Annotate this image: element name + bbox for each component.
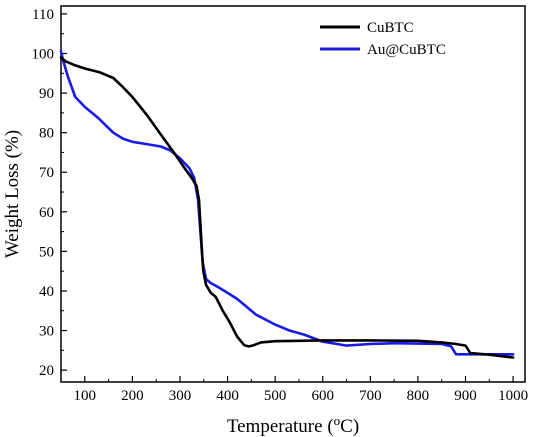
y-axis-label: Weight Loss (%) (2, 130, 23, 258)
x-tick-label: 700 (359, 388, 382, 404)
legend-label-au-cubtc: Au@CuBTC (367, 42, 446, 58)
x-tick-label: 300 (169, 388, 192, 404)
y-tick-label: 50 (39, 244, 54, 260)
x-tick-label: 1000 (498, 388, 528, 404)
legend: CuBTC Au@CuBTC (320, 20, 446, 58)
y-tick-label: 80 (39, 126, 54, 142)
y-tick-label: 100 (32, 46, 55, 62)
y-tick-label: 30 (39, 324, 54, 340)
series-layer (59, 50, 515, 359)
x-axis-ticks: 100 200 300 400 500 600 700 800 900 1000 (60, 376, 528, 404)
y-axis-ticks: 20 30 40 50 60 70 80 90 100 110 (32, 7, 67, 379)
y-tick-label: 60 (39, 205, 54, 221)
x-tick-label: 100 (74, 388, 97, 404)
y-tick-label: 110 (32, 7, 54, 23)
y-tick-label: 20 (39, 363, 54, 379)
series-line-au-cubtc (59, 50, 515, 356)
x-axis-label: Temperature (oC) (227, 413, 359, 437)
plot-area (60, 5, 526, 383)
legend-label-cubtc: CuBTC (367, 20, 414, 36)
x-tick-label: 200 (121, 388, 144, 404)
x-tick-label: 800 (407, 388, 430, 404)
x-tick-label: 600 (311, 388, 334, 404)
x-tick-label: 400 (216, 388, 239, 404)
series-line-cubtc (59, 56, 515, 359)
x-tick-label: 500 (264, 388, 287, 404)
y-tick-label: 90 (39, 86, 54, 102)
y-tick-label: 70 (39, 165, 54, 181)
x-tick-label: 900 (454, 388, 477, 404)
y-tick-label: 40 (39, 284, 54, 300)
